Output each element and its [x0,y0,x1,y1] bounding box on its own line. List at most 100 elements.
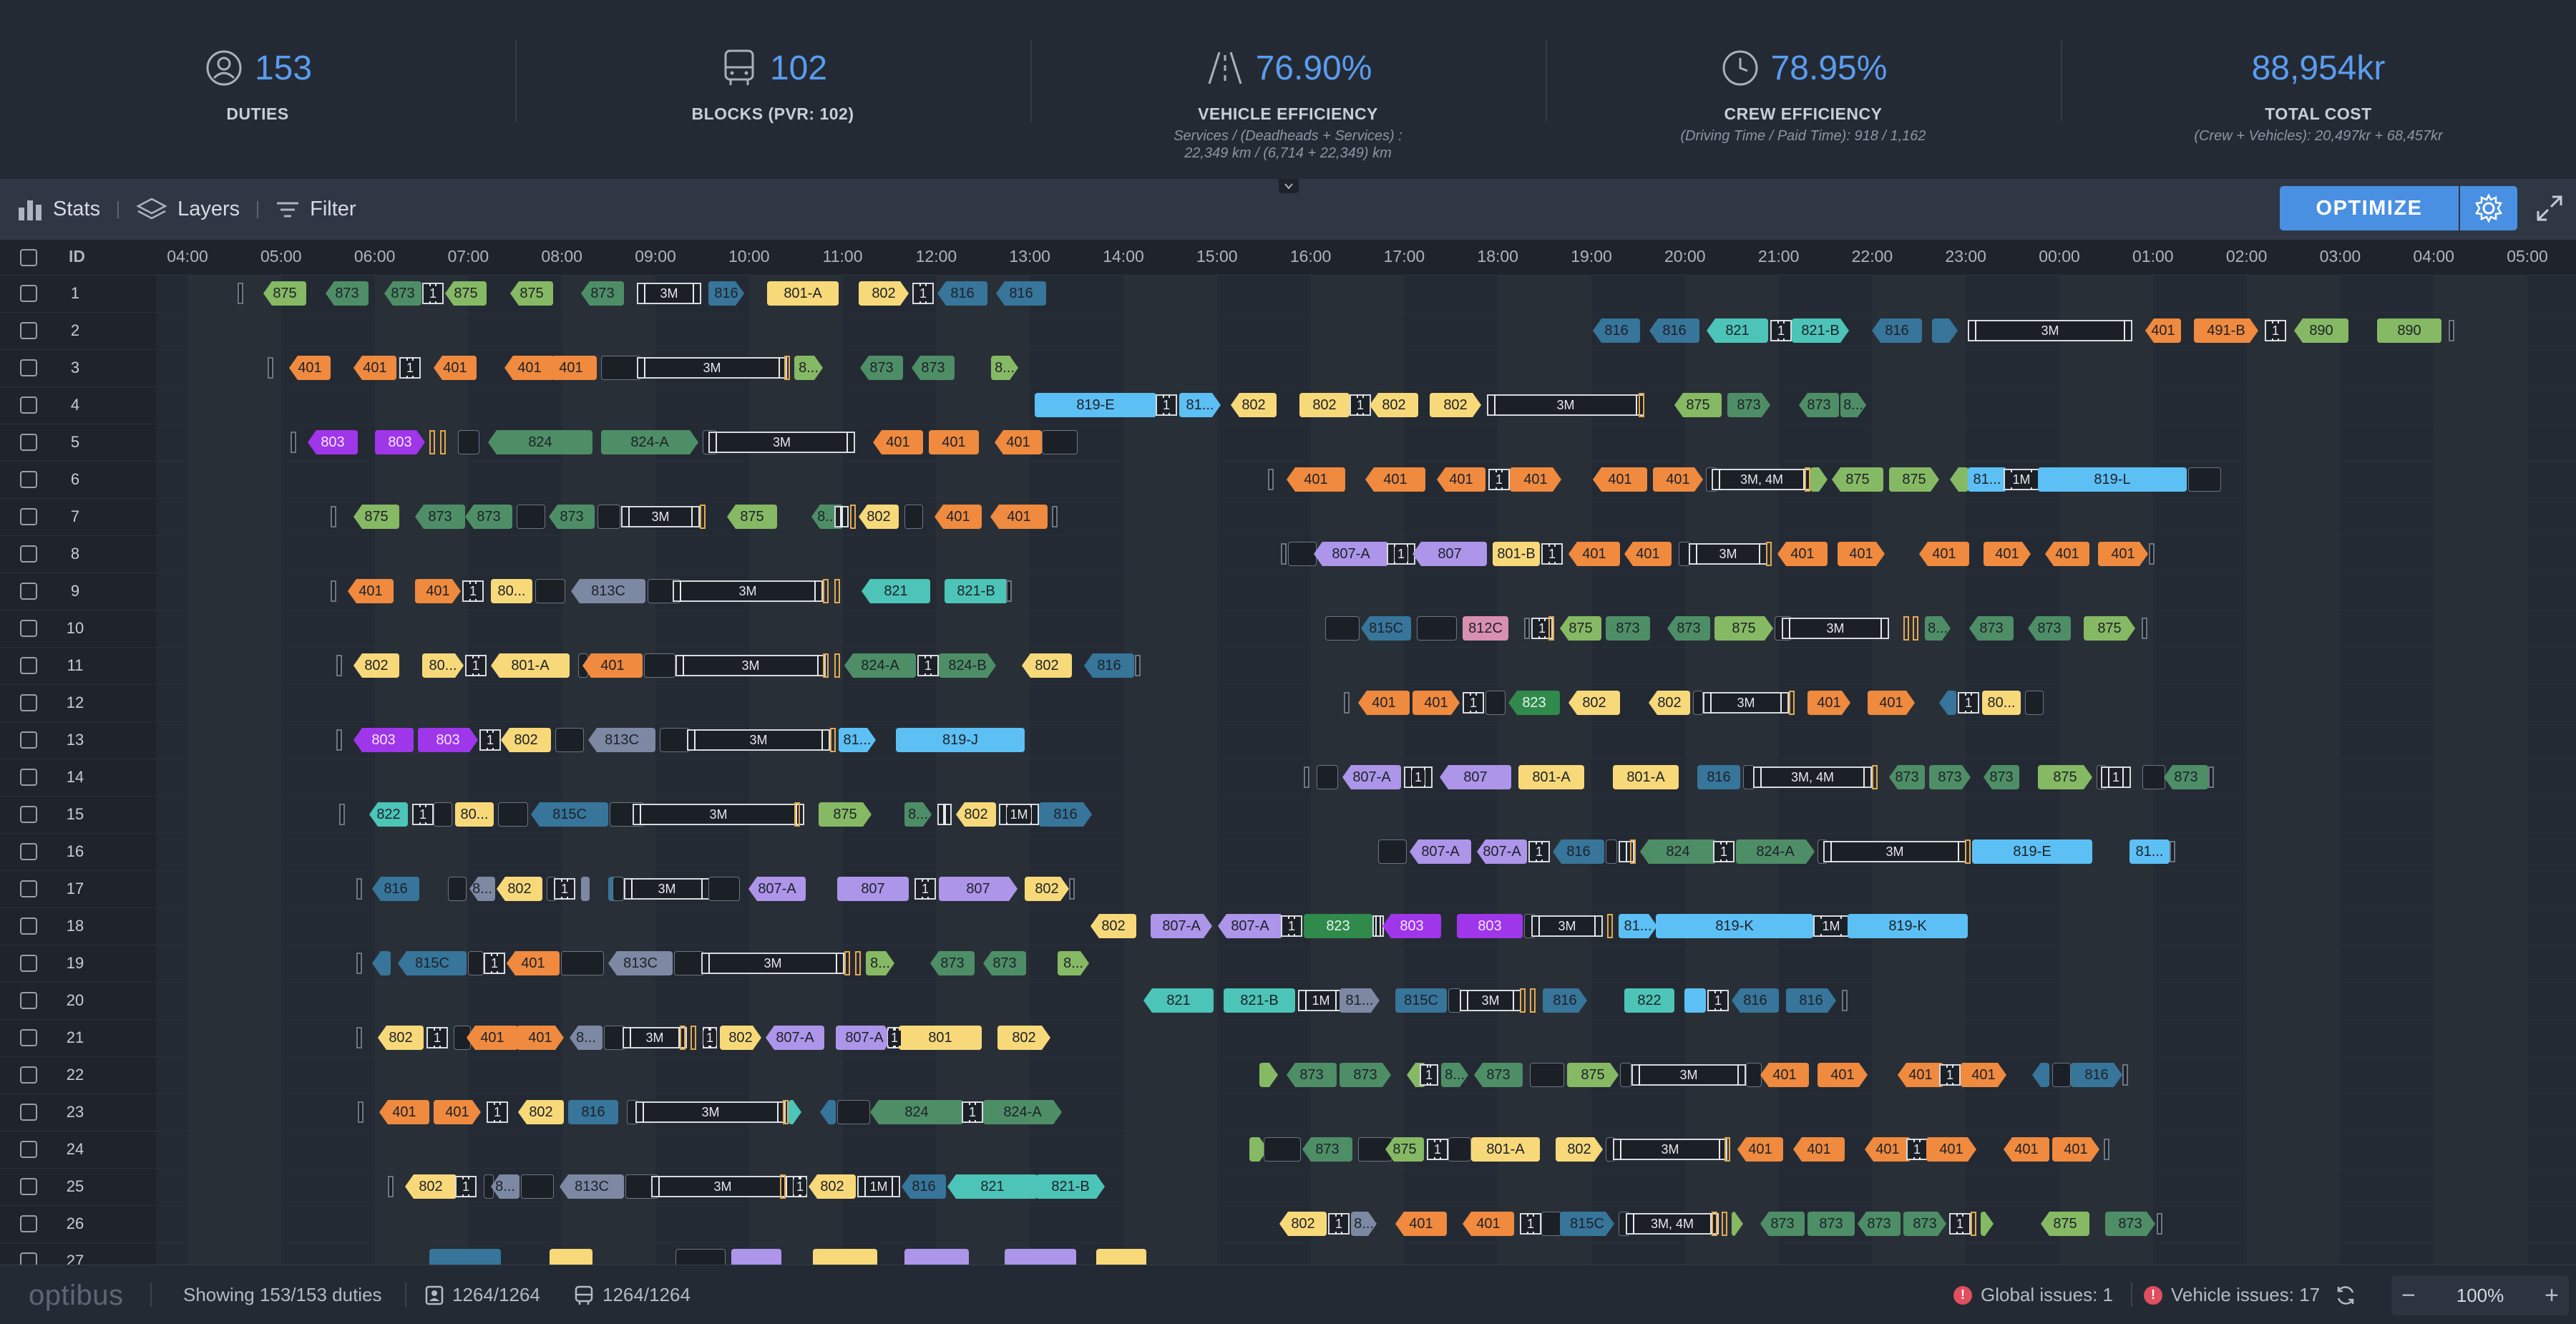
trip-block[interactable]: 816 [937,281,987,306]
row-checkbox[interactable] [20,620,37,637]
trip-block[interactable]: 401 [1624,542,1672,566]
break-segment[interactable]: 3M [701,953,844,974]
trip-block[interactable]: 873 [415,505,465,529]
trip-block[interactable]: 802 [859,281,909,306]
break-segment[interactable]: 3M [623,1027,687,1048]
vehicle-issues[interactable]: ! Vehicle issues: 17 [2144,1284,2320,1306]
trip-block[interactable]: 803 [375,430,425,454]
row-checkbox[interactable] [20,992,37,1009]
trip-block[interactable]: 824 [488,430,592,454]
trip-block[interactable]: 821-B [1224,988,1295,1013]
trip-block[interactable] [581,877,590,901]
trip-block[interactable]: 801-A [1471,1137,1540,1162]
break-segment[interactable]: 3M, 4M [1712,469,1812,490]
break-segment[interactable] [937,804,952,825]
trip-block[interactable]: 807-A [1410,839,1471,864]
break-segment[interactable]: 1 [1770,320,1792,341]
break-segment[interactable]: 3M [1531,915,1603,937]
trip-block[interactable]: 873 [1858,1212,1901,1236]
row-checkbox[interactable] [20,694,37,711]
break-segment[interactable]: 1 [426,1027,448,1048]
trip-block[interactable]: 875 [445,281,487,306]
trip-block[interactable]: 824-A [983,1100,1062,1124]
break-segment[interactable]: 1 [703,1027,717,1048]
trip-block[interactable]: 802 [497,877,542,901]
trip-block[interactable]: 401 [1984,542,2031,566]
trip-block[interactable] [1541,1212,1561,1236]
trip-block[interactable]: 873 [1727,393,1770,417]
trip-block[interactable]: 401 [1961,1063,2006,1087]
row-checkbox[interactable] [20,1178,37,1195]
trip-block[interactable]: 821-B [1792,318,1849,343]
trip-block[interactable]: 875 [353,505,399,529]
break-segment[interactable]: 1 [1707,990,1729,1011]
trip-block[interactable] [1485,691,1506,715]
trip-block[interactable]: 401 [289,356,331,380]
trip-block[interactable] [2188,467,2221,492]
trip-block[interactable] [550,1249,592,1265]
trip-block[interactable] [1939,691,1956,715]
collapse-stats-handle[interactable] [1279,179,1299,193]
trip-block[interactable]: 401 [467,1026,518,1050]
break-segment[interactable]: 3M [1823,841,1966,862]
trip-block[interactable] [1693,691,1703,715]
trip-block[interactable]: 802 [997,1026,1050,1050]
break-segment[interactable]: 1 [914,878,936,900]
trip-block[interactable]: 401 [379,1100,429,1124]
trip-block[interactable]: 813C [560,1174,624,1199]
trip-block[interactable]: 401 [1395,1212,1447,1236]
trip-block[interactable]: 801-B [1493,542,1540,566]
trip-block[interactable] [434,802,452,827]
trip-block[interactable]: 873 [1667,616,1710,641]
break-segment[interactable]: 1 [1488,469,1510,490]
trip-block[interactable]: 401 [1365,467,1425,492]
trip-block[interactable]: 8... [491,1174,519,1199]
trip-block[interactable] [535,579,565,603]
trip-block[interactable]: 807-A [766,1026,824,1050]
trip-block[interactable]: 822 [1624,988,1674,1013]
trip-block[interactable] [904,505,923,529]
trip-block[interactable]: 8... [570,1026,602,1050]
trip-block[interactable]: 816 [996,281,1046,306]
optimize-button[interactable]: OPTIMIZE [2280,186,2459,230]
row-checkbox[interactable] [20,880,37,897]
trip-block[interactable]: 824-B [939,653,996,678]
row-checkbox[interactable] [20,1104,37,1121]
row-checkbox[interactable] [20,508,37,525]
trip-block[interactable]: 873 [2164,765,2208,789]
trip-block[interactable] [1620,1063,1631,1087]
trip-block[interactable]: 401 [1838,542,1885,566]
break-segment[interactable]: 3M [1782,618,1889,639]
break-segment[interactable]: 3M [637,283,701,304]
trip-block[interactable]: 8... [469,877,495,901]
trip-block[interactable]: 821-B [1036,1174,1105,1199]
break-segment[interactable]: 1 [554,878,575,900]
trip-block[interactable]: 816 [568,1100,618,1124]
trip-block[interactable]: 807-A [748,877,806,901]
trip-block[interactable]: 802 [1231,393,1277,417]
trip-block[interactable]: 401 [995,430,1042,454]
trip-block[interactable]: 401 [1358,691,1410,715]
break-segment[interactable]: 3M [624,878,710,900]
trip-block[interactable]: 819-J [896,728,1025,752]
trip-block[interactable]: 812C [1463,616,1508,641]
break-segment[interactable]: 1 [465,655,487,676]
break-segment[interactable]: 3M [1613,1139,1727,1160]
break-segment[interactable]: 3M [708,432,855,453]
trip-block[interactable]: 819-L [2038,467,2187,492]
trip-block[interactable]: 873 [2105,1212,2155,1236]
trip-block[interactable]: 873 [983,951,1026,975]
trip-block[interactable]: 816 [1039,802,1092,827]
trip-block[interactable]: 401 [517,1026,564,1050]
trip-block[interactable]: 873 [1889,765,1925,789]
trip-block[interactable]: 816 [1697,765,1740,789]
trip-block[interactable]: 401 [935,505,982,529]
trip-block[interactable] [1684,988,1706,1013]
trip-block[interactable]: 80... [422,653,464,678]
trip-block[interactable] [597,505,620,529]
break-segment[interactable]: 3M [687,729,830,751]
trip-block[interactable]: 819-K [1656,914,1813,938]
trip-block[interactable] [1317,765,1338,789]
trip-block[interactable] [458,430,479,454]
trip-block[interactable]: 491-B [2194,318,2258,343]
